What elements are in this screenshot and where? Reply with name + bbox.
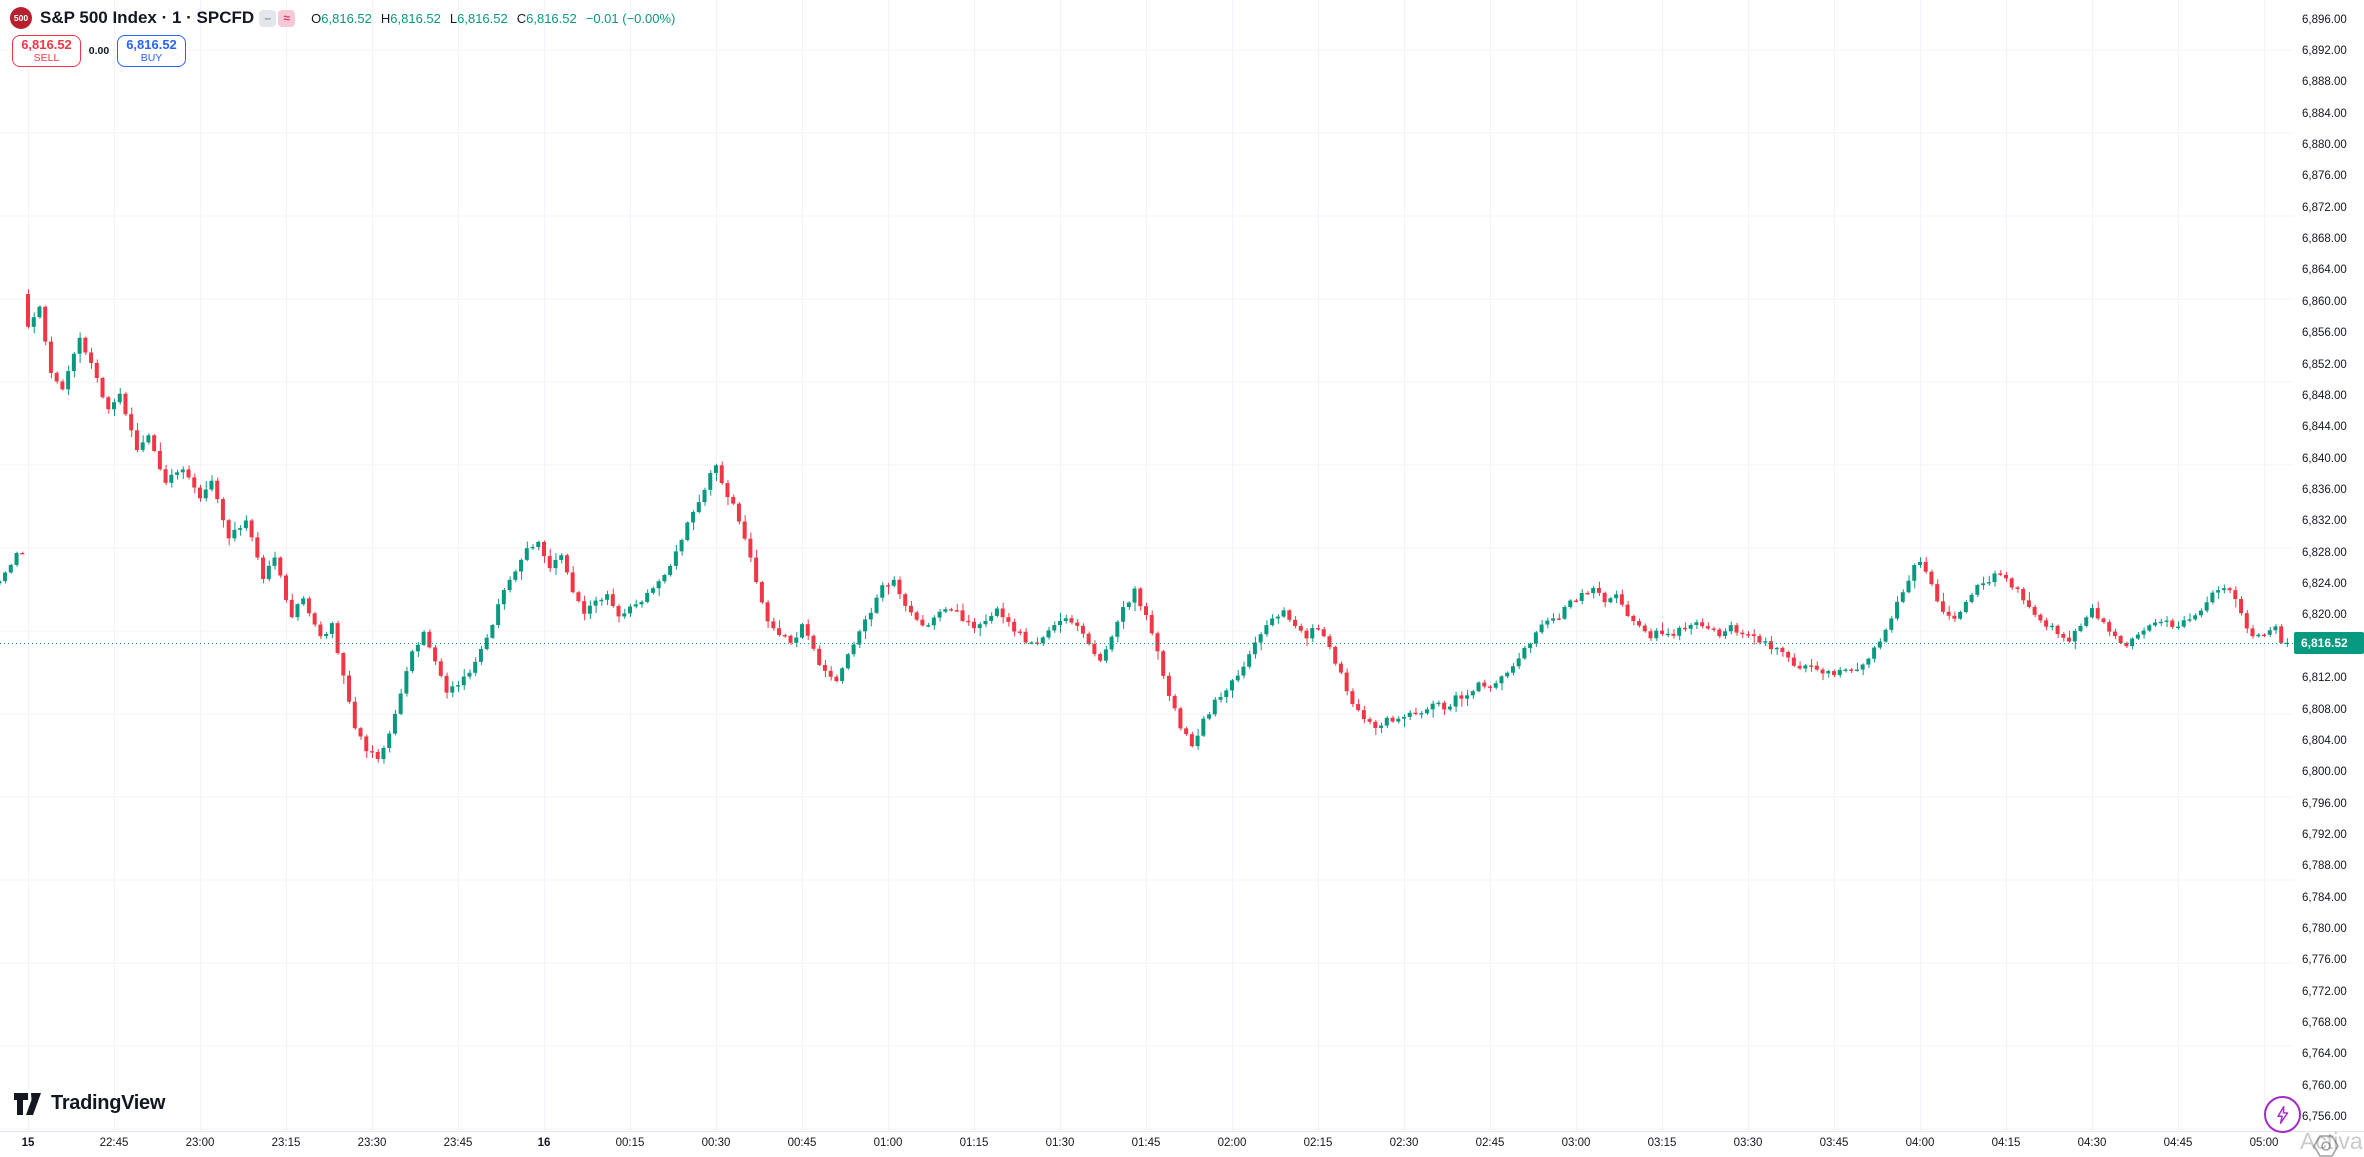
- price-axis-label: 6,800.00: [2302, 766, 2347, 779]
- buy-button[interactable]: 6,816.52 BUY: [117, 35, 186, 67]
- price-axis-label: 6,884.00: [2302, 107, 2347, 120]
- price-axis-label: 6,760.00: [2302, 1079, 2347, 1092]
- current-price-label: 6,816.52: [2294, 631, 2364, 654]
- high-label: H: [380, 10, 391, 26]
- time-axis-label: 01:00: [873, 1137, 903, 1149]
- time-axis-label: 04:45: [2163, 1137, 2193, 1149]
- sell-label: SELL: [33, 51, 60, 64]
- price-axis-label: 6,796.00: [2302, 797, 2347, 810]
- price-axis-label: 6,788.00: [2302, 860, 2347, 873]
- time-axis-label: 23:00: [185, 1137, 215, 1149]
- low-value: 6,816.52: [457, 10, 508, 26]
- price-axis-label: 6,804.00: [2302, 734, 2347, 747]
- price-axis-label: 6,824.00: [2302, 578, 2347, 591]
- time-axis-label: 01:15: [959, 1137, 989, 1149]
- trade-panel: 6,816.52 SELL 0.00 6,816.52 BUY: [12, 35, 675, 67]
- price-axis-label: 6,836.00: [2302, 484, 2347, 496]
- time-axis-label: 04:00: [1905, 1137, 1935, 1149]
- price-axis-label: 6,776.00: [2302, 954, 2347, 967]
- price-axis-label: 6,820.00: [2302, 609, 2347, 622]
- time-axis-label: 03:45: [1819, 1137, 1849, 1149]
- price-axis-label: 6,876.00: [2302, 170, 2347, 183]
- time-axis-label: 01:45: [1131, 1137, 1161, 1149]
- time-axis-label: 02:45: [1475, 1137, 1505, 1149]
- price-change: −0.01 (−0.00%): [585, 10, 676, 26]
- time-axis-label: 04:30: [2077, 1137, 2107, 1149]
- time-axis-label: 03:30: [1733, 1137, 1763, 1149]
- open-label: O: [311, 10, 322, 26]
- price-axis-label: 6,812.00: [2302, 672, 2347, 685]
- price-axis-label: 6,828.00: [2302, 546, 2347, 559]
- price-axis-label: 6,756.00: [2302, 1111, 2347, 1124]
- time-axis-label: 01:30: [1045, 1137, 1075, 1149]
- price-axis-label: 6,864.00: [2302, 264, 2347, 277]
- price-axis-label: 6,844.00: [2302, 421, 2347, 434]
- tradingview-logo-text: TradingView: [51, 1092, 166, 1114]
- price-axis-label: 6,860.00: [2302, 295, 2347, 308]
- ohlc-values: O6,816.52 H6,816.52 L6,816.52 C6,816.52 …: [311, 11, 675, 26]
- time-axis-label: 16: [537, 1137, 551, 1149]
- time-axis-label: 02:00: [1217, 1137, 1247, 1149]
- sell-button[interactable]: 6,816.52 SELL: [12, 35, 81, 67]
- price-axis-label: 6,852.00: [2302, 358, 2347, 371]
- nut-icon: [2313, 1135, 2339, 1157]
- price-scale[interactable]: 6,896.00 6,892.00 6,888.00 6,884.00 6,880.00…: [2294, 0, 2364, 1131]
- price-axis-label: 6,888.00: [2302, 76, 2347, 89]
- time-axis-label: 23:15: [271, 1137, 301, 1149]
- price-axis-label: 6,780.00: [2302, 923, 2347, 936]
- buy-label: BUY: [140, 51, 163, 64]
- chart-legend: 500 S&P 500 Index · 1 · SPCFD – ≈ O6,816…: [10, 6, 675, 67]
- buy-price: 6,816.52: [126, 36, 177, 52]
- time-scale[interactable]: 15 22:45 23:00 23:15 23:30 23:45 16 00:15 00:30 0…: [0, 1132, 2364, 1157]
- price-axis-label: 6,808.00: [2302, 703, 2347, 716]
- time-axis-label: 00:30: [701, 1137, 731, 1149]
- time-axis-label: 05:00: [2249, 1137, 2279, 1149]
- high-value: 6,816.52: [390, 10, 441, 26]
- price-axis-label: 6,880.00: [2302, 139, 2347, 152]
- time-axis-label: 00:15: [615, 1137, 645, 1149]
- spread-value: 0.00: [88, 45, 110, 57]
- tradingview-logo[interactable]: TradingView: [14, 1092, 165, 1115]
- time-axis-label: 03:15: [1647, 1137, 1677, 1149]
- sell-price: 6,816.52: [21, 36, 72, 52]
- quick-trade-button[interactable]: [2264, 1096, 2301, 1133]
- price-axis-label: 6,892.00: [2302, 44, 2347, 57]
- price-axis-label: 6,868.00: [2302, 233, 2347, 246]
- price-axis-label: 6,772.00: [2302, 985, 2347, 998]
- time-axis-label: 04:15: [1991, 1137, 2021, 1149]
- time-scale-separator: [0, 1131, 2364, 1132]
- candlestick-chart[interactable]: [0, 0, 2294, 1131]
- time-axis-label: 03:00: [1561, 1137, 1591, 1149]
- price-axis-label: 6,792.00: [2302, 828, 2347, 841]
- price-axis-label: 6,764.00: [2302, 1048, 2347, 1061]
- price-axis-label: 6,832.00: [2302, 515, 2347, 528]
- time-axis-label: 00:45: [787, 1137, 817, 1149]
- price-axis-label: 6,872.00: [2302, 201, 2347, 214]
- time-axis-label: 22:45: [99, 1137, 129, 1149]
- market-status-dash-icon[interactable]: –: [259, 9, 277, 27]
- time-axis-label: 15: [21, 1137, 35, 1149]
- price-axis-label: 6,768.00: [2302, 1017, 2347, 1030]
- time-axis-label: 23:30: [357, 1137, 387, 1149]
- time-axis-label: 23:45: [443, 1137, 473, 1149]
- time-axis-label: 02:15: [1303, 1137, 1333, 1149]
- symbol-title[interactable]: S&P 500 Index · 1 · SPCFD: [40, 8, 255, 27]
- close-label: C: [516, 10, 527, 26]
- price-axis-label: 6,856.00: [2302, 327, 2347, 340]
- time-axis-label: 02:30: [1389, 1137, 1419, 1149]
- tradingview-logo-icon: [14, 1092, 41, 1115]
- activate-watermark: Activa: [2300, 1128, 2363, 1154]
- price-axis-label: 6,784.00: [2302, 891, 2347, 904]
- market-status-delayed-icon[interactable]: ≈: [278, 9, 296, 27]
- lightning-icon: [2276, 1105, 2288, 1124]
- symbol-logo[interactable]: 500: [10, 7, 32, 29]
- price-axis-label: 6,840.00: [2302, 452, 2347, 465]
- close-value: 6,816.52: [526, 10, 577, 26]
- price-axis-label: 6,896.00: [2302, 13, 2347, 26]
- price-axis-label: 6,848.00: [2302, 389, 2347, 402]
- low-label: L: [449, 10, 458, 26]
- open-value: 6,816.52: [321, 10, 372, 26]
